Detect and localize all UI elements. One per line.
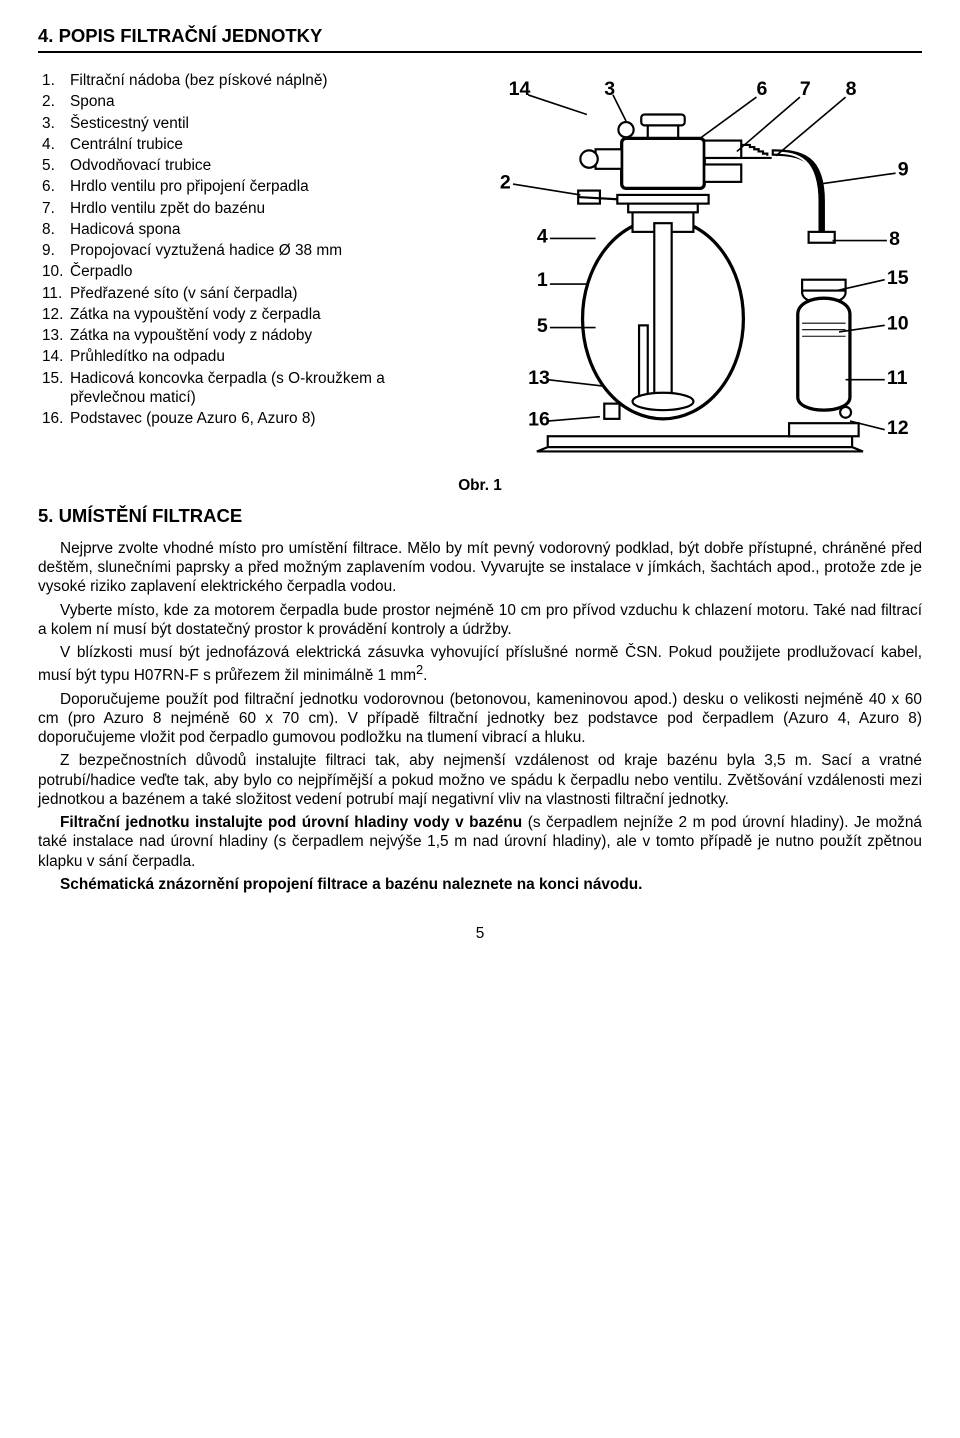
parts-list-item: Propojovací vyztužená hadice Ø 38 mm — [42, 241, 462, 260]
callout-label: 2 — [500, 172, 511, 194]
callout-label: 4 — [537, 226, 548, 248]
paragraph: Nejprve zvolte vhodné místo pro umístění… — [38, 539, 922, 597]
paragraph: Vyberte místo, kde za motorem čerpadla b… — [38, 601, 922, 640]
callout-label: 14 — [509, 78, 531, 100]
figure-caption: Obr. 1 — [38, 476, 922, 495]
callout-label: 15 — [887, 267, 909, 289]
parts-list-item: Předřazené síto (v sání čerpadla) — [42, 284, 462, 303]
parts-list-item: Zátka na vypouštění vody z čerpadla — [42, 305, 462, 324]
section4-body: Filtrační nádoba (bez pískové náplně) Spo… — [38, 71, 922, 462]
callout-label: 8 — [846, 78, 857, 100]
callout-label: 9 — [898, 158, 909, 180]
parts-list: Filtrační nádoba (bez pískové náplně) Spo… — [38, 71, 462, 428]
parts-list-item: Odvodňovací trubice — [42, 156, 462, 175]
callout-label: 10 — [887, 313, 909, 335]
section5-body: Nejprve zvolte vhodné místo pro umístění… — [38, 539, 922, 894]
paragraph: Doporučujeme použít pod filtrační jednot… — [38, 690, 922, 748]
parts-list-item: Podstavec (pouze Azuro 6, Azuro 8) — [42, 409, 462, 428]
parts-list-item: Čerpadlo — [42, 262, 462, 281]
paragraph: Filtrační jednotku instalujte pod úrovní… — [38, 813, 922, 871]
callout-label: 1 — [537, 269, 548, 291]
paragraph: V blízkosti musí být jednofázová elektri… — [38, 643, 922, 686]
parts-list-item: Spona — [42, 92, 462, 111]
parts-list-item: Filtrační nádoba (bez pískové náplně) — [42, 71, 462, 90]
callout-label: 7 — [800, 78, 811, 100]
parts-list-item: Hadicová spona — [42, 220, 462, 239]
parts-list-item: Zátka na vypouštění vody z nádoby — [42, 326, 462, 345]
parts-list-item: Průhledítko na odpadu — [42, 347, 462, 366]
figure-1: 14 3 6 7 8 2 9 4 8 1 15 5 10 13 11 16 12 — [476, 71, 922, 462]
section4-title: 4. POPIS FILTRAČNÍ JEDNOTKY — [38, 18, 922, 53]
figure-column: 14 3 6 7 8 2 9 4 8 1 15 5 10 13 11 16 12 — [476, 71, 922, 462]
parts-list-item: Hrdlo ventilu zpět do bazénu — [42, 199, 462, 218]
callout-label: 5 — [537, 315, 548, 337]
page-number: 5 — [38, 924, 922, 943]
parts-list-item: Hadicová koncovka čerpadla (s O-kroužkem… — [42, 369, 462, 408]
callout-label: 6 — [757, 78, 768, 100]
parts-list-item: Centrální trubice — [42, 135, 462, 154]
section5-title: 5. UMÍSTĚNÍ FILTRACE — [38, 504, 922, 527]
parts-list-item: Hrdlo ventilu pro připojení čerpadla — [42, 177, 462, 196]
paragraph: Z bezpečnostních důvodů instalujte filtr… — [38, 751, 922, 809]
callout-label: 8 — [889, 228, 900, 250]
callout-label: 16 — [528, 408, 550, 430]
callout-label: 3 — [605, 78, 616, 100]
paragraph: Schématická znázornění propojení filtrac… — [38, 875, 922, 894]
callout-label: 11 — [887, 367, 908, 389]
parts-list-column: Filtrační nádoba (bez pískové náplně) Spo… — [38, 71, 462, 462]
diagram-svg: 14 3 6 7 8 2 9 4 8 1 15 5 10 13 11 16 12 — [476, 71, 922, 462]
callout-label: 12 — [887, 417, 909, 439]
callout-label: 13 — [528, 367, 550, 389]
parts-list-item: Šesticestný ventil — [42, 114, 462, 133]
